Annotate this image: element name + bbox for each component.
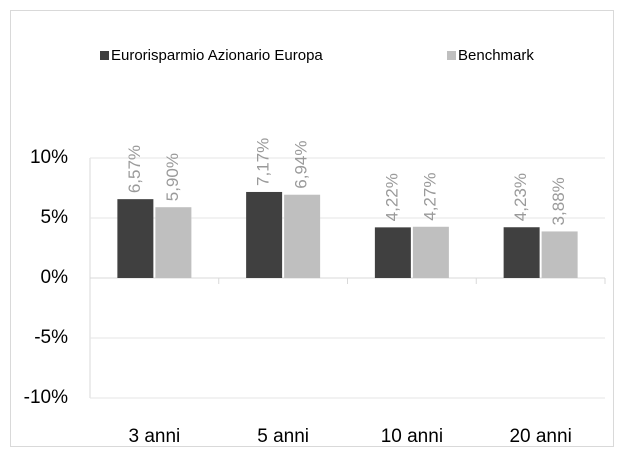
data-label: 7,17%: [254, 138, 273, 186]
x-tick-label: 10 anni: [381, 426, 443, 447]
data-label: 3,88%: [549, 177, 568, 225]
y-tick-label: 10%: [30, 147, 68, 168]
y-tick-label: 0%: [41, 267, 69, 288]
legend-label: Benchmark: [458, 47, 534, 64]
x-tick-label: 20 anni: [509, 426, 571, 447]
legend-swatch: [100, 51, 109, 60]
bar: [503, 227, 540, 278]
data-label: 6,57%: [125, 145, 144, 193]
data-label: 4,27%: [420, 173, 439, 221]
bar: [374, 227, 411, 278]
legend-swatch: [447, 51, 456, 60]
y-tick-label: -10%: [24, 387, 68, 408]
bar: [246, 191, 283, 278]
x-tick-label: 5 anni: [257, 426, 309, 447]
bar: [541, 231, 578, 278]
bar: [412, 226, 449, 278]
data-label: 4,23%: [511, 173, 530, 221]
bar: [155, 207, 192, 278]
legend-label: Eurorisparmio Azionario Europa: [111, 47, 323, 64]
data-label: 4,22%: [382, 173, 401, 221]
y-tick-label: -5%: [34, 327, 68, 348]
data-label: 6,94%: [292, 141, 311, 189]
bar: [284, 194, 321, 278]
x-tick-label: 3 anni: [128, 426, 180, 447]
data-label: 5,90%: [163, 153, 182, 201]
bar: [117, 199, 154, 278]
y-tick-label: 5%: [41, 207, 69, 228]
